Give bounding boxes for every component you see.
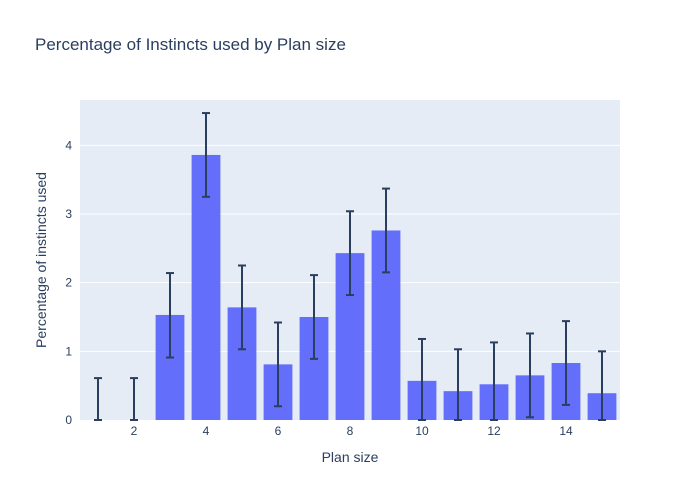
- y-tick-label: 1: [65, 344, 72, 358]
- error-bar: [310, 274, 318, 360]
- error-bars: [94, 112, 606, 421]
- x-tick-label: 10: [415, 424, 429, 438]
- y-axis-label: Percentage of instincts used: [33, 172, 49, 348]
- bar: [191, 154, 221, 421]
- x-tick-label: 4: [203, 424, 210, 438]
- error-bar: [94, 377, 102, 421]
- y-tick-label: 0: [65, 413, 72, 427]
- error-bar: [166, 272, 174, 359]
- error-bar: [274, 321, 282, 408]
- y-tick-label: 4: [65, 138, 72, 152]
- x-tick-label: 2: [131, 424, 138, 438]
- error-bar: [526, 332, 534, 419]
- error-bar: [382, 187, 390, 274]
- error-bar: [598, 350, 606, 421]
- x-tick-label: 12: [487, 424, 501, 438]
- chart-title: Percentage of Instincts used by Plan siz…: [35, 35, 346, 54]
- y-tick-label: 3: [65, 207, 72, 221]
- error-bar: [130, 377, 138, 421]
- y-axis-ticks: 0 1 2 3 4: [65, 138, 72, 427]
- error-bar: [418, 337, 426, 421]
- x-axis-ticks: 2 4 6 8 10 12 14: [131, 424, 573, 438]
- x-tick-label: 8: [347, 424, 354, 438]
- x-axis-label: Plan size: [322, 449, 379, 465]
- error-bar: [238, 264, 246, 351]
- x-tick-label: 6: [275, 424, 282, 438]
- error-bar: [490, 341, 498, 421]
- x-tick-label: 14: [559, 424, 573, 438]
- error-bar: [346, 210, 354, 297]
- error-bar: [454, 348, 462, 421]
- error-bar: [202, 112, 210, 198]
- y-tick-label: 2: [65, 276, 72, 290]
- error-bar: [562, 320, 570, 406]
